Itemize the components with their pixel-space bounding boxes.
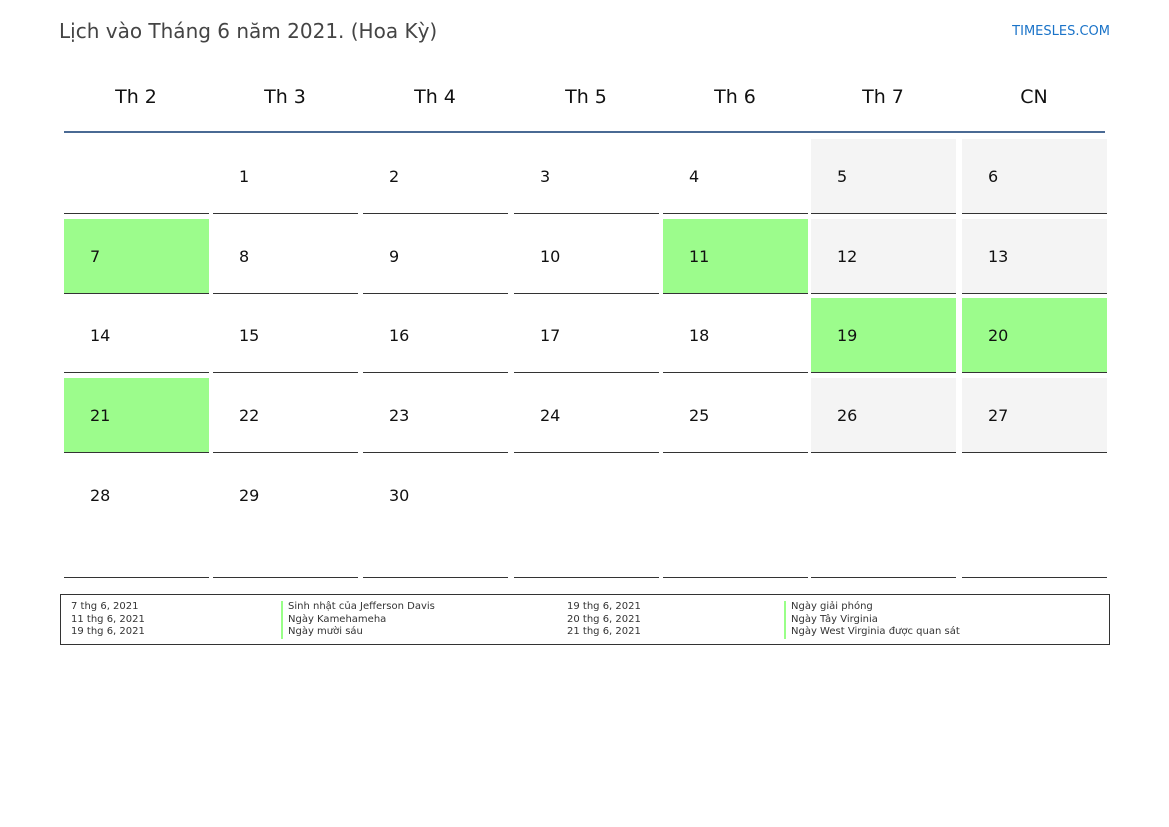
day-cell[interactable]: 4 (663, 139, 808, 214)
day-cell[interactable]: 25 (663, 378, 808, 453)
empty-cell (663, 458, 808, 578)
day-number: 20 (988, 326, 1009, 345)
day-cell[interactable]: 18 (663, 298, 808, 373)
day-number: 25 (689, 406, 710, 425)
legend-date: 19 thg 6, 2021 (567, 601, 641, 612)
day-cell[interactable]: 1 (213, 139, 358, 214)
day-number: 14 (90, 326, 111, 345)
empty-cell (64, 139, 209, 214)
holiday-legend: 7 thg 6, 2021 11 thg 6, 2021 19 thg 6, 202… (60, 594, 1110, 645)
day-number: 2 (389, 167, 400, 186)
weekday-header: Th 5 (565, 86, 607, 108)
day-number: 10 (540, 247, 561, 266)
day-number: 17 (540, 326, 561, 345)
day-number: 6 (988, 167, 999, 186)
legend-date: 21 thg 6, 2021 (567, 626, 641, 637)
day-number: 27 (988, 406, 1009, 425)
weekday-header: Th 2 (115, 86, 157, 108)
day-number: 24 (540, 406, 561, 425)
day-number: 30 (389, 486, 410, 505)
day-cell[interactable]: 7 (64, 219, 209, 294)
legend-date: 20 thg 6, 2021 (567, 613, 641, 625)
day-cell[interactable]: 5 (811, 139, 956, 214)
weekday-header: Th 6 (714, 86, 756, 108)
day-number: 28 (90, 486, 111, 505)
day-cell[interactable]: 29 (213, 458, 358, 578)
day-number: 21 (90, 406, 111, 425)
legend-name: Sinh nhật của Jefferson Davis (281, 601, 435, 614)
day-number: 1 (239, 167, 250, 186)
day-cell[interactable]: 16 (363, 298, 508, 373)
day-cell[interactable]: 22 (213, 378, 358, 453)
legend-name: Ngày Tây Virginia (784, 613, 960, 626)
legend-name: Ngày West Virginia được quan sát (784, 626, 960, 639)
day-cell[interactable]: 2 (363, 139, 508, 214)
day-number: 18 (689, 326, 710, 345)
day-number: 11 (689, 247, 710, 266)
day-number: 16 (389, 326, 410, 345)
day-cell[interactable]: 3 (514, 139, 659, 214)
legend-date: 19 thg 6, 2021 (71, 626, 145, 637)
brand-link[interactable]: TIMESLES.COM (1012, 24, 1110, 39)
day-cell[interactable]: 23 (363, 378, 508, 453)
day-cell[interactable]: 28 (64, 458, 209, 578)
day-cell[interactable]: 30 (363, 458, 508, 578)
day-cell[interactable]: 19 (811, 298, 956, 373)
day-number: 3 (540, 167, 551, 186)
empty-cell (514, 458, 659, 578)
header-divider (64, 131, 1105, 133)
day-number: 19 (837, 326, 858, 345)
day-cell[interactable]: 27 (962, 378, 1107, 453)
day-number: 23 (389, 406, 410, 425)
weekday-header: Th 4 (414, 86, 456, 108)
weekday-header: Th 7 (862, 86, 904, 108)
day-number: 8 (239, 247, 250, 266)
weekday-header: Th 3 (264, 86, 306, 108)
day-cell[interactable]: 11 (663, 219, 808, 294)
day-number: 4 (689, 167, 700, 186)
legend-name: Ngày Kamehameha (281, 613, 435, 626)
day-cell[interactable]: 20 (962, 298, 1107, 373)
legend-date: 7 thg 6, 2021 (71, 601, 139, 612)
day-cell[interactable]: 15 (213, 298, 358, 373)
weekday-header: CN (1020, 86, 1048, 108)
day-cell[interactable]: 8 (213, 219, 358, 294)
empty-cell (962, 458, 1107, 578)
day-number: 5 (837, 167, 848, 186)
day-cell[interactable]: 12 (811, 219, 956, 294)
page-title: Lịch vào Tháng 6 năm 2021. (Hoa Kỳ) (59, 19, 438, 43)
day-number: 15 (239, 326, 260, 345)
day-cell[interactable]: 6 (962, 139, 1107, 214)
day-number: 22 (239, 406, 260, 425)
day-cell[interactable]: 10 (514, 219, 659, 294)
day-number: 29 (239, 486, 260, 505)
day-number: 7 (90, 247, 101, 266)
day-cell[interactable]: 13 (962, 219, 1107, 294)
day-cell[interactable]: 17 (514, 298, 659, 373)
legend-date: 11 thg 6, 2021 (71, 613, 145, 625)
day-cell[interactable]: 26 (811, 378, 956, 453)
day-number: 12 (837, 247, 858, 266)
legend-name: Ngày mười sáu (281, 626, 435, 639)
day-cell[interactable]: 14 (64, 298, 209, 373)
day-cell[interactable]: 9 (363, 219, 508, 294)
day-number: 26 (837, 406, 858, 425)
empty-cell (811, 458, 956, 578)
day-number: 13 (988, 247, 1009, 266)
day-number: 9 (389, 247, 400, 266)
day-cell[interactable]: 24 (514, 378, 659, 453)
legend-name: Ngày giải phóng (784, 601, 960, 614)
day-cell[interactable]: 21 (64, 378, 209, 453)
